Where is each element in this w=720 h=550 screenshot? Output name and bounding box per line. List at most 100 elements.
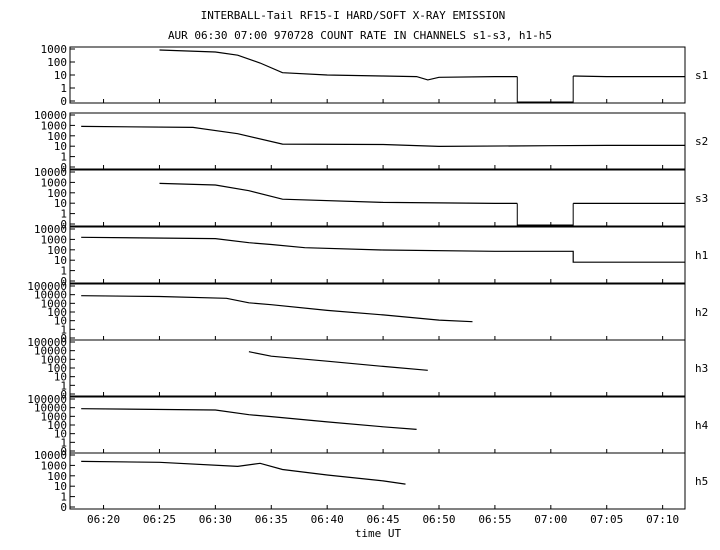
y-tick-label: 1	[60, 436, 67, 449]
x-tick-label: 06:35	[255, 513, 288, 526]
y-tick-label: 1	[60, 265, 67, 278]
y-tick-label: 10	[54, 69, 67, 82]
series-line-s3	[159, 182, 518, 204]
y-tick-label: 100000	[27, 280, 67, 293]
panel-frame	[69, 283, 686, 341]
y-tick-label: 100	[47, 470, 67, 483]
x-tick-label: 06:45	[367, 513, 400, 526]
y-tick-label: 1000	[41, 176, 68, 189]
y-tick-label: 10000	[34, 223, 67, 236]
y-tick-label: 10	[54, 315, 67, 328]
series-line-h3	[248, 351, 428, 371]
y-tick-label: 100	[47, 56, 67, 69]
y-tick-label: 1	[60, 379, 67, 392]
data-gap-s3	[516, 203, 574, 226]
x-tick-label: 06:25	[143, 513, 176, 526]
panel-frame	[69, 169, 686, 227]
y-tick-label: 1000	[41, 297, 68, 310]
panel-frame	[69, 452, 686, 510]
data-gap-s1	[516, 76, 574, 103]
y-tick-label: 0	[60, 95, 67, 108]
series-label-h2: h2	[695, 306, 708, 319]
x-axis-label: time UT	[355, 527, 402, 540]
y-tick-label: 10000	[34, 166, 67, 179]
y-tick-label: 1	[60, 151, 67, 164]
y-tick-label: 100	[47, 244, 67, 257]
x-tick-label: 06:30	[199, 513, 232, 526]
y-tick-label: 1	[60, 82, 67, 95]
panel-frame	[69, 396, 686, 454]
y-tick-label: 10	[54, 140, 67, 153]
y-tick-label: 100	[47, 362, 67, 375]
x-tick-label: 06:20	[87, 513, 120, 526]
y-tick-label: 10	[54, 480, 67, 493]
y-tick-label: 0	[60, 501, 67, 514]
y-tick-label: 10000	[34, 402, 67, 415]
chart-title: INTERBALL-Tail RF15-I HARD/SOFT X-RAY EM…	[201, 9, 506, 22]
series-line-h2	[81, 295, 473, 323]
y-tick-label: 10	[54, 371, 67, 384]
y-tick-label: 100000	[27, 393, 67, 406]
series-line-h5	[81, 460, 406, 485]
y-tick-label: 1000	[41, 459, 68, 472]
y-tick-label: 0	[60, 218, 67, 231]
y-tick-label: 100000	[27, 336, 67, 349]
y-tick-label: 0	[60, 332, 67, 345]
x-tick-label: 07:05	[590, 513, 623, 526]
x-tick-label: 07:00	[534, 513, 567, 526]
y-tick-label: 1000	[41, 410, 68, 423]
y-tick-label: 100	[47, 130, 67, 143]
series-label-s2: s2	[695, 135, 708, 148]
y-tick-label: 10	[54, 197, 67, 210]
panel-frame	[69, 226, 686, 284]
y-tick-label: 100	[47, 419, 67, 432]
y-tick-label: 1	[60, 208, 67, 221]
series-line-s2	[81, 125, 685, 148]
x-tick-label: 06:40	[311, 513, 344, 526]
y-tick-label: 10	[54, 254, 67, 267]
series-line-s1-after-gap	[573, 75, 685, 78]
y-tick-label: 100	[47, 187, 67, 200]
panel-frame	[69, 112, 686, 170]
y-tick-label: 0	[60, 275, 67, 288]
series-label-h5: h5	[695, 475, 708, 488]
y-tick-label: 1	[60, 491, 67, 504]
channel-panels: 10001001010s11000010001001010s2100001000…	[27, 43, 708, 514]
y-tick-label: 1000	[41, 119, 68, 132]
panel-frame	[69, 46, 686, 104]
panel-frame	[69, 339, 686, 397]
y-tick-label: 10000	[34, 289, 67, 302]
y-tick-label: 1000	[41, 233, 68, 246]
y-tick-label: 0	[60, 161, 67, 174]
series-line-h4	[81, 408, 417, 430]
y-tick-label: 100	[47, 306, 67, 319]
y-tick-label: 0	[60, 445, 67, 458]
y-tick-label: 10000	[34, 109, 67, 122]
series-label-h3: h3	[695, 362, 708, 375]
y-tick-label: 0	[60, 388, 67, 401]
y-tick-label: 1000	[41, 353, 68, 366]
chart-subtitle: AUR 06:30 07:00 970728 COUNT RATE IN CHA…	[168, 29, 552, 42]
series-line-s1	[159, 49, 518, 81]
y-tick-label: 1000	[41, 43, 68, 56]
x-axis-ticks: 06:20 06:25 06:30 06:35 06:40 06:45 06:50 06:55…	[87, 99, 679, 526]
series-label-s3: s3	[695, 192, 708, 205]
series-label-s1: s1	[695, 69, 708, 82]
x-tick-label: 06:55	[478, 513, 511, 526]
series-label-h4: h4	[695, 419, 709, 432]
y-tick-label: 1	[60, 323, 67, 336]
x-tick-label: 07:10	[646, 513, 679, 526]
y-tick-label: 10000	[34, 449, 67, 462]
y-tick-label: 10000	[34, 345, 67, 358]
y-tick-label: 10	[54, 428, 67, 441]
x-tick-label: 06:50	[422, 513, 455, 526]
